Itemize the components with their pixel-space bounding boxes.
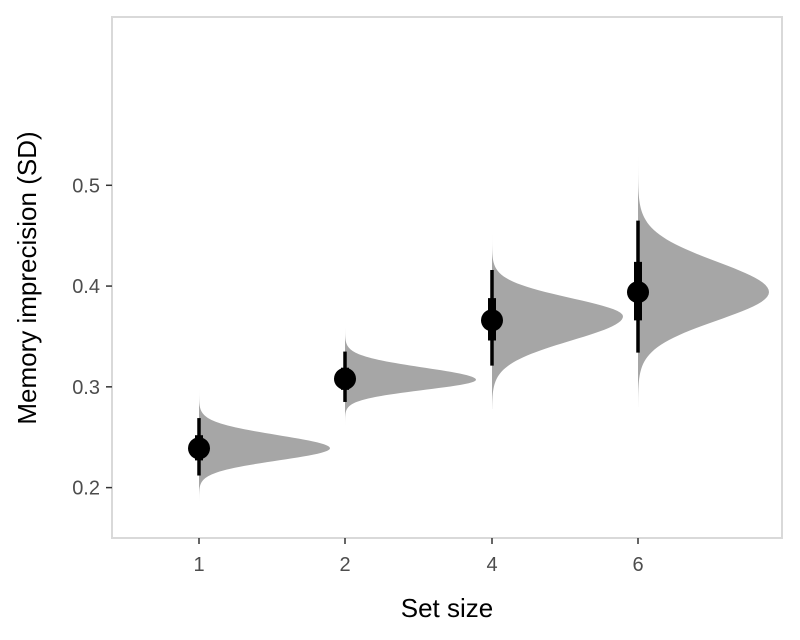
density-4	[492, 202, 623, 410]
x-axis: 1 2 4 6	[193, 538, 644, 576]
interval-layer	[188, 220, 649, 476]
y-tick-label: 0.4	[72, 276, 100, 298]
x-tick-label: 1	[193, 554, 204, 576]
y-tick-label: 0.5	[72, 175, 100, 197]
median-point-6	[627, 281, 649, 304]
x-axis-title: Set size	[401, 593, 494, 623]
density-2	[345, 328, 476, 426]
y-tick-label: 0.3	[72, 377, 100, 399]
median-point-1	[188, 437, 210, 460]
x-tick-label: 6	[632, 554, 643, 576]
x-tick-label: 2	[339, 554, 350, 576]
median-point-4	[481, 309, 503, 332]
x-tick-label: 4	[486, 554, 497, 576]
density-layer	[199, 119, 769, 501]
y-tick-label: 0.2	[72, 478, 100, 500]
y-axis: 0.2 0.3 0.4 0.5	[72, 175, 112, 500]
density-6	[638, 119, 769, 407]
density-1	[199, 387, 330, 501]
median-point-2	[334, 367, 356, 390]
y-axis-title: Memory imprecision (SD)	[12, 131, 42, 424]
